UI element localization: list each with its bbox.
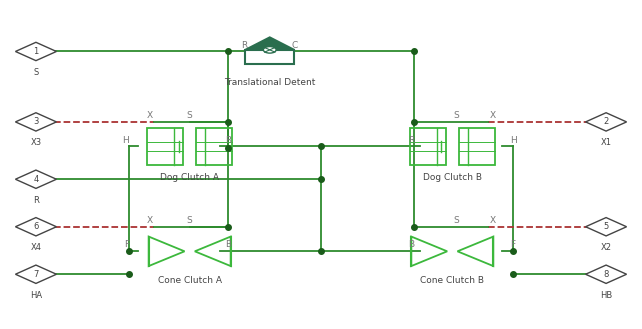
Text: 8: 8 [603, 270, 609, 279]
Text: X3: X3 [30, 138, 42, 147]
Text: S: S [186, 216, 192, 225]
Text: S: S [454, 111, 460, 120]
Text: R: R [241, 41, 247, 50]
Text: X1: X1 [600, 138, 612, 147]
Text: H: H [122, 136, 129, 144]
Text: S: S [454, 216, 460, 225]
Text: X2: X2 [600, 243, 612, 252]
Polygon shape [586, 217, 627, 236]
Text: 5: 5 [603, 222, 609, 231]
Text: 3: 3 [33, 117, 39, 126]
Text: F: F [510, 240, 515, 249]
Text: HA: HA [30, 291, 42, 300]
Text: Dog Clutch A: Dog Clutch A [160, 173, 219, 182]
Polygon shape [15, 170, 56, 189]
Polygon shape [245, 38, 294, 50]
Text: B: B [225, 240, 231, 249]
Text: HB: HB [600, 291, 612, 300]
Text: C: C [291, 41, 298, 50]
Text: X: X [489, 111, 496, 120]
Polygon shape [15, 42, 56, 61]
Text: X: X [489, 216, 496, 225]
Text: 4: 4 [33, 175, 39, 184]
Text: R: R [225, 136, 231, 144]
Polygon shape [15, 217, 56, 236]
Text: S: S [33, 68, 39, 77]
Polygon shape [15, 113, 56, 131]
Polygon shape [586, 113, 627, 131]
Text: Dog Clutch B: Dog Clutch B [423, 173, 482, 182]
Text: H: H [510, 136, 517, 144]
Text: Cone Clutch B: Cone Clutch B [421, 276, 484, 285]
Text: S: S [186, 111, 192, 120]
Text: F: F [124, 240, 129, 249]
Text: 2: 2 [603, 117, 609, 126]
Text: R: R [408, 136, 414, 144]
Text: Cone Clutch A: Cone Clutch A [158, 276, 221, 285]
Text: 6: 6 [33, 222, 39, 231]
Text: Translational Detent: Translational Detent [224, 78, 315, 87]
Text: R: R [33, 196, 39, 205]
Text: 1: 1 [33, 47, 39, 56]
Text: X: X [146, 111, 153, 120]
Text: 7: 7 [33, 270, 39, 279]
Text: X4: X4 [30, 243, 42, 252]
Text: B: B [408, 240, 414, 249]
Polygon shape [586, 265, 627, 283]
Polygon shape [15, 265, 56, 283]
FancyBboxPatch shape [245, 50, 294, 64]
Circle shape [263, 47, 276, 53]
Text: X: X [146, 216, 153, 225]
